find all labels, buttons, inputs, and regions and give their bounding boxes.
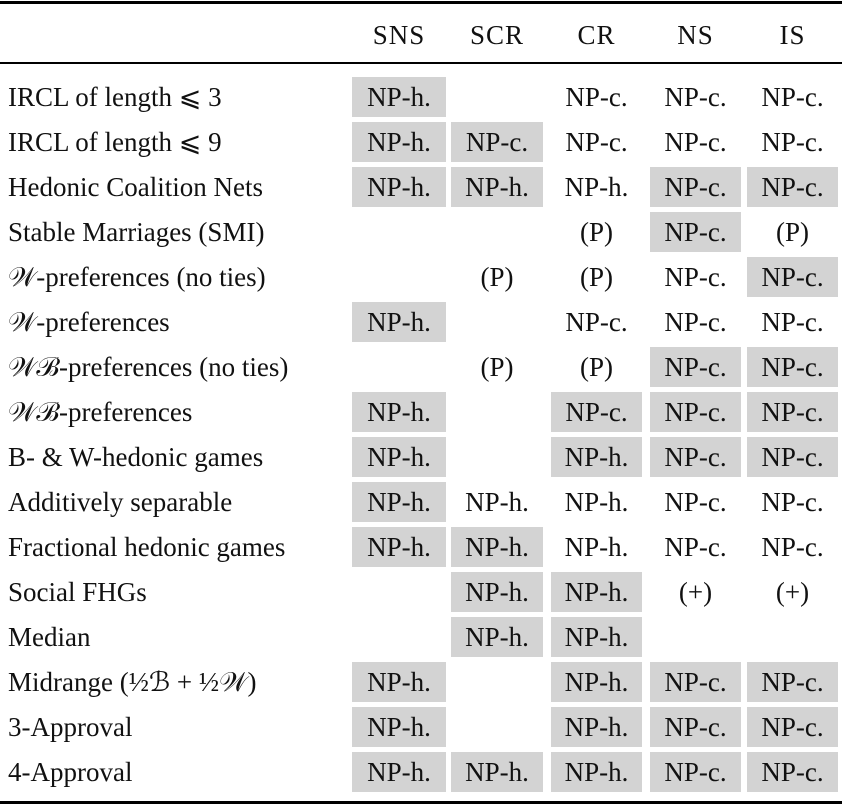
cell: NP-c.	[650, 392, 741, 432]
cell: NP-h.	[352, 707, 446, 747]
cell: (P)	[580, 262, 613, 292]
column-header: SNS	[372, 20, 426, 50]
row-label: Fractional hedonic games	[8, 532, 286, 562]
cell: NP-h.	[352, 752, 446, 792]
cell: NP-c.	[664, 262, 727, 292]
cell: NP-c.	[565, 127, 628, 157]
row-label: Midrange (½ℬ + ½𝒲)	[8, 667, 257, 697]
cell: NP-c.	[650, 437, 741, 477]
cell: NP-c.	[747, 707, 838, 747]
column-header: SCR	[469, 20, 525, 50]
cell: NP-h.	[352, 167, 446, 207]
cell: NP-c.	[664, 532, 727, 562]
cell: NP-h.	[551, 752, 642, 792]
cell: NP-c.	[747, 437, 838, 477]
cell: NP-c.	[565, 307, 628, 337]
cell: NP-c.	[650, 167, 741, 207]
column-header: CR	[577, 20, 616, 50]
cell: NP-c.	[761, 307, 824, 337]
cell: (P)	[580, 352, 613, 382]
column-header: IS	[779, 20, 806, 50]
cell: NP-h.	[352, 77, 446, 117]
cell: NP-c.	[761, 82, 824, 112]
row-label: 𝒲ℬ-preferences (no ties)	[8, 352, 289, 382]
cell: NP-c.	[747, 662, 838, 702]
cell: NP-h.	[465, 487, 529, 517]
row-label: IRCL of length ⩽ 3	[8, 82, 222, 112]
cell: NP-h.	[451, 167, 543, 207]
cell: NP-h.	[352, 482, 446, 522]
top-rule	[0, 1, 842, 4]
cell: NP-c.	[451, 122, 543, 162]
cell: NP-h.	[352, 662, 446, 702]
cell: NP-c.	[650, 752, 741, 792]
cell: (P)	[480, 352, 514, 382]
cell: NP-c.	[551, 392, 642, 432]
cell: NP-c.	[650, 662, 741, 702]
row-label: 4-Approval	[8, 757, 133, 787]
cell: NP-h.	[564, 532, 629, 562]
row-label: 3-Approval	[8, 712, 133, 742]
row-label: Hedonic Coalition Nets	[8, 172, 263, 202]
row-label: Median	[8, 622, 91, 652]
cell: NP-c.	[747, 752, 838, 792]
cell: NP-h.	[451, 572, 543, 612]
cell: NP-h.	[352, 527, 446, 567]
cell: NP-h.	[564, 487, 629, 517]
row-label: Stable Marriages (SMI)	[8, 217, 265, 247]
cell: NP-c.	[761, 127, 824, 157]
cell: NP-h.	[551, 572, 642, 612]
cell: (P)	[480, 262, 514, 292]
cell: NP-c.	[747, 257, 838, 297]
cell: NP-h.	[352, 302, 446, 342]
cell: NP-h.	[451, 752, 543, 792]
row-label: 𝒲-preferences	[8, 307, 170, 337]
cell: NP-c.	[761, 487, 824, 517]
cell: NP-c.	[650, 707, 741, 747]
cell: (P)	[580, 217, 613, 247]
cell: NP-h.	[352, 122, 446, 162]
row-label: Additively separable	[8, 487, 233, 517]
mid-rule	[0, 62, 842, 64]
cell: NP-h.	[352, 392, 446, 432]
cell: NP-c.	[664, 307, 727, 337]
cell: NP-c.	[747, 167, 838, 207]
cell: NP-h.	[564, 172, 629, 202]
cell: NP-h.	[551, 662, 642, 702]
row-label: IRCL of length ⩽ 9	[8, 127, 222, 157]
cell: NP-c.	[650, 212, 741, 252]
row-label: Social FHGs	[8, 577, 147, 607]
row-label: 𝒲-preferences (no ties)	[8, 262, 266, 292]
cell: NP-h.	[551, 707, 642, 747]
cell: NP-c.	[650, 347, 741, 387]
column-header: NS	[677, 20, 714, 50]
cell: NP-h.	[551, 617, 642, 657]
cell: NP-c.	[664, 487, 727, 517]
bottom-rule	[0, 801, 842, 804]
row-label: 𝒲ℬ-preferences	[8, 397, 193, 427]
cell: NP-h.	[451, 617, 543, 657]
cell: NP-c.	[747, 392, 838, 432]
cell: (+)	[775, 577, 810, 607]
cell: NP-h.	[551, 437, 642, 477]
cell: NP-h.	[352, 437, 446, 477]
row-label: B- & W-hedonic games	[8, 442, 264, 472]
cell: (+)	[678, 577, 713, 607]
cell: NP-c.	[761, 532, 824, 562]
cell: NP-c.	[664, 82, 727, 112]
cell: (P)	[776, 217, 809, 247]
cell: NP-c.	[565, 82, 628, 112]
cell: NP-c.	[747, 347, 838, 387]
cell: NP-c.	[664, 127, 727, 157]
cell: NP-h.	[451, 527, 543, 567]
